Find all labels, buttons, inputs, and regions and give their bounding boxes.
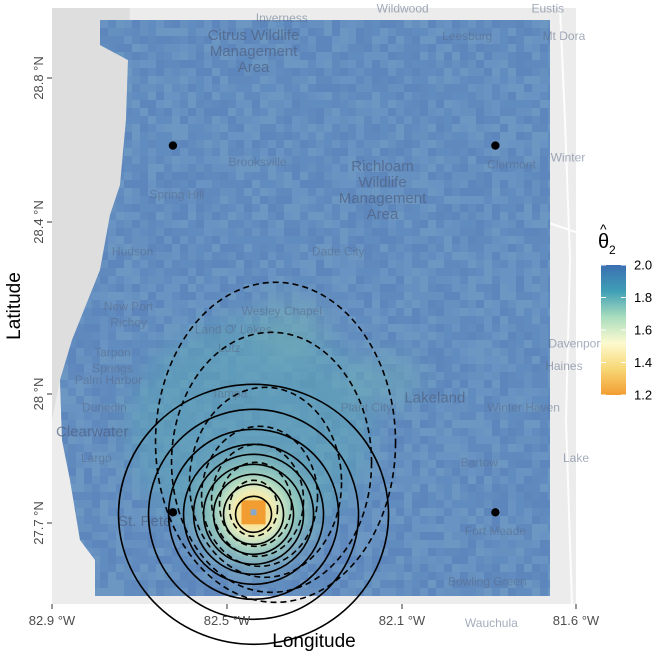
contour-solid (234, 495, 273, 534)
place-label: Winter Haven (487, 400, 560, 414)
place-labels: Crystal RiverInvernessWildwoodEustisCitr… (56, 2, 604, 630)
place-label: New Port (104, 300, 154, 314)
place-label: Tampa (211, 387, 247, 401)
gulf-water (52, 8, 130, 420)
color-legend: θ ^ 2 2.0 1.8 1.6 1.4 1.2 (598, 221, 652, 403)
place-label: Palm Harbor (75, 373, 142, 387)
place-label: Leesburg (442, 29, 492, 43)
place-label: Bartow (461, 455, 499, 469)
place-label: Winter (551, 151, 586, 165)
contour-dashed (200, 425, 319, 568)
legend-tick-label: 1.6 (634, 323, 652, 338)
place-label: Land O' Lakes (195, 323, 272, 337)
place-label: Haines (545, 359, 582, 373)
y-tick-label: 28 °N (31, 378, 46, 411)
place-label: Wauchula (465, 616, 518, 630)
y-axis: 27.7 °N 28 °N 28.4 °N 28.8 °N (31, 56, 52, 545)
contour-dashed (210, 443, 305, 558)
x-axis: 82.9 °W 82.5 °W 82.1 °W 81.6 °W (29, 604, 600, 628)
place-label: Largo (81, 451, 112, 465)
sample-point (491, 141, 500, 150)
legend-tick-label: 2.0 (634, 258, 652, 273)
place-label: Citrus Wildlife (208, 27, 300, 44)
place-label: Lutz (218, 341, 241, 355)
contour-solid (222, 483, 285, 546)
x-tick-label: 82.5 °W (204, 613, 251, 628)
contour-solid (117, 383, 390, 646)
contour-solid (147, 408, 360, 621)
place-label: Dunedin (82, 400, 127, 414)
contour-dashed (154, 281, 397, 604)
place-label: Clermont (487, 157, 536, 171)
place-label: Fort Meade (465, 524, 527, 538)
place-label: Management (339, 190, 427, 207)
place-label: Mt Dora (543, 29, 586, 43)
place-label: Plant City (341, 400, 392, 414)
place-label: Lakeland (404, 389, 465, 406)
legend-tick-label: 1.4 (634, 355, 652, 370)
contour-dashed (170, 331, 373, 594)
legend-tick-label: 1.8 (634, 290, 652, 305)
place-label: Wesley Chapel (242, 304, 322, 318)
place-label: Wildwood (377, 2, 429, 16)
y-axis-title: Latitude (4, 272, 25, 340)
y-tick-label: 28.4 °N (31, 200, 46, 244)
legend-ticks: 2.0 1.8 1.6 1.4 1.2 (601, 258, 652, 403)
legend-title-base: θ (598, 231, 609, 253)
place-label: Richey (110, 316, 147, 330)
place-label: St. Pete (118, 513, 171, 530)
contour-solid (212, 473, 295, 556)
place-label: Wildlife (358, 174, 406, 191)
x-axis-title: Longitude (272, 631, 355, 652)
place-label: Davenport (548, 336, 604, 350)
place-label: Management (210, 43, 298, 60)
place-label: Richloam (351, 158, 414, 175)
x-tick-label: 82.1 °W (379, 613, 426, 628)
y-tick-label: 28.8 °N (31, 56, 46, 100)
sample-point (168, 508, 178, 517)
place-label: Brooksville (229, 155, 287, 169)
place-label: Eustis (531, 2, 564, 16)
place-label: Tarpon (94, 345, 131, 359)
place-label: Hudson (112, 245, 153, 259)
place-label: Spring Hill (150, 187, 205, 201)
legend-title-subscript: 2 (609, 243, 616, 257)
place-label: Area (367, 206, 399, 223)
place-label: Inverness (256, 11, 308, 25)
place-label: Area (238, 59, 270, 76)
contour-solid (182, 443, 325, 586)
contour-dashed (218, 461, 293, 548)
legend-title-hat: ^ (600, 221, 607, 237)
x-tick-label: 82.9 °W (29, 613, 76, 628)
contour-solid (192, 453, 315, 576)
y-tick-label: 27.7 °N (31, 501, 46, 545)
contour-lines (117, 281, 397, 646)
contour-dashed (228, 479, 279, 538)
sample-points (168, 141, 500, 517)
legend-tick-label: 1.2 (634, 388, 652, 403)
place-label: Clearwater (56, 424, 129, 441)
place-label: Lake (563, 451, 589, 465)
sample-point (491, 508, 500, 517)
place-label: Dade City (312, 245, 365, 259)
contour-dashed (188, 386, 343, 579)
place-label: Bowling Green (448, 575, 527, 589)
sample-point (168, 141, 178, 150)
x-tick-label: 81.6 °W (553, 613, 600, 628)
place-label: Springs (92, 361, 133, 375)
